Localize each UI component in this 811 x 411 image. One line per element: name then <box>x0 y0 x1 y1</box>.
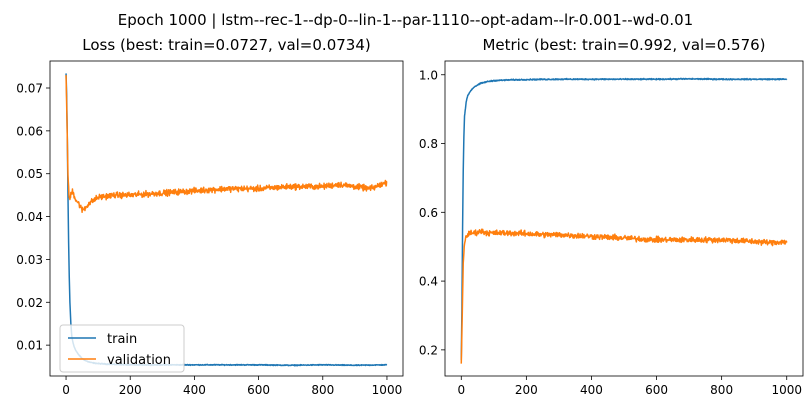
y-tick-label: 0.2 <box>419 343 438 357</box>
y-tick-label: 1.0 <box>419 68 438 82</box>
x-tick-label: 1000 <box>771 383 802 397</box>
x-tick-label: 0 <box>62 383 70 397</box>
y-tick-label: 0.06 <box>16 124 43 138</box>
x-tick-label: 600 <box>645 383 668 397</box>
x-tick-label: 800 <box>311 383 334 397</box>
y-tick-label: 0.02 <box>16 296 43 310</box>
legend-label-train: train <box>107 332 137 347</box>
panel-title: Loss (best: train=0.0727, val=0.0734) <box>82 36 370 54</box>
series-line-validation <box>460 228 788 364</box>
figure-suptitle: Epoch 1000 | lstm--rec-1--dp-0--lin-1--p… <box>118 11 693 29</box>
axes-frame <box>444 60 804 377</box>
x-tick-label: 400 <box>183 383 206 397</box>
y-tick-label: 0.01 <box>16 339 43 353</box>
x-tick-label: 800 <box>710 383 733 397</box>
y-tick-label: 0.6 <box>419 206 438 220</box>
series-line-train <box>65 73 388 367</box>
y-tick-label: 0.8 <box>419 137 438 151</box>
y-tick-label: 0.03 <box>16 253 43 267</box>
legend-label-validation: validation <box>107 353 171 368</box>
metric-panel: Metric (best: train=0.992, val=0.576) 0 20… <box>419 36 804 397</box>
x-tick-label: 400 <box>580 383 603 397</box>
x-tick-label: 1000 <box>372 383 403 397</box>
x-tick-label: 0 <box>457 383 465 397</box>
x-tick-label: 200 <box>119 383 142 397</box>
y-tick-label: 0.05 <box>16 167 43 181</box>
panel-title: Metric (best: train=0.992, val=0.576) <box>482 36 765 54</box>
axes-frame <box>49 60 404 377</box>
x-tick-label: 200 <box>515 383 538 397</box>
series-line-validation <box>65 75 388 214</box>
x-tick-label: 600 <box>247 383 270 397</box>
y-tick-label: 0.04 <box>16 210 43 224</box>
legend: train validation <box>59 324 185 373</box>
y-tick-label: 0.07 <box>16 82 43 96</box>
series-line-train <box>460 77 788 361</box>
y-tick-label: 0.4 <box>419 275 438 289</box>
loss-panel: Loss (best: train=0.0727, val=0.0734) 0 20… <box>16 36 404 397</box>
